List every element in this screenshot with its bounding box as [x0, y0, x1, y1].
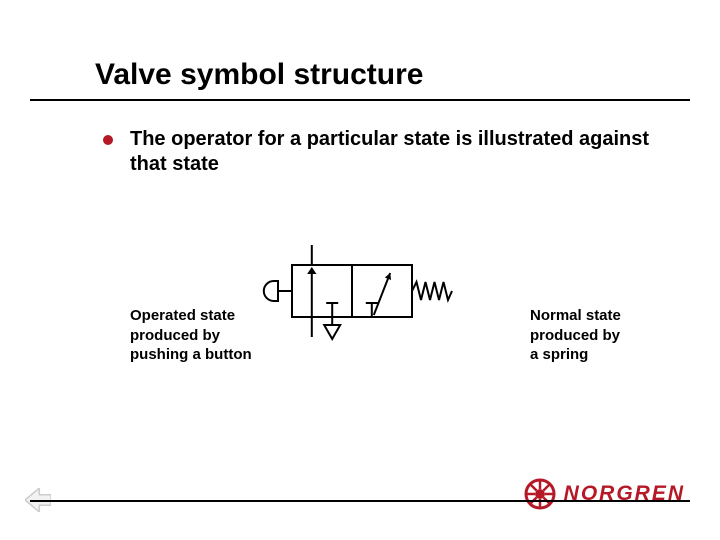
title-underline	[30, 99, 690, 101]
bottom-rule	[30, 500, 690, 502]
logo-wheel-icon	[524, 478, 556, 510]
page-title: Valve symbol structure	[95, 58, 423, 92]
valve-symbol	[242, 235, 462, 385]
caption-left: Operated stateproduced bypushing a butto…	[130, 306, 252, 365]
caption-right: Normal stateproduced bya spring	[530, 306, 621, 365]
bullet-text: The operator for a particular state is i…	[130, 127, 650, 177]
norgren-logo: NORGREN	[524, 478, 685, 510]
logo-text: NORGREN	[564, 482, 685, 506]
bullet-dot	[103, 135, 113, 145]
